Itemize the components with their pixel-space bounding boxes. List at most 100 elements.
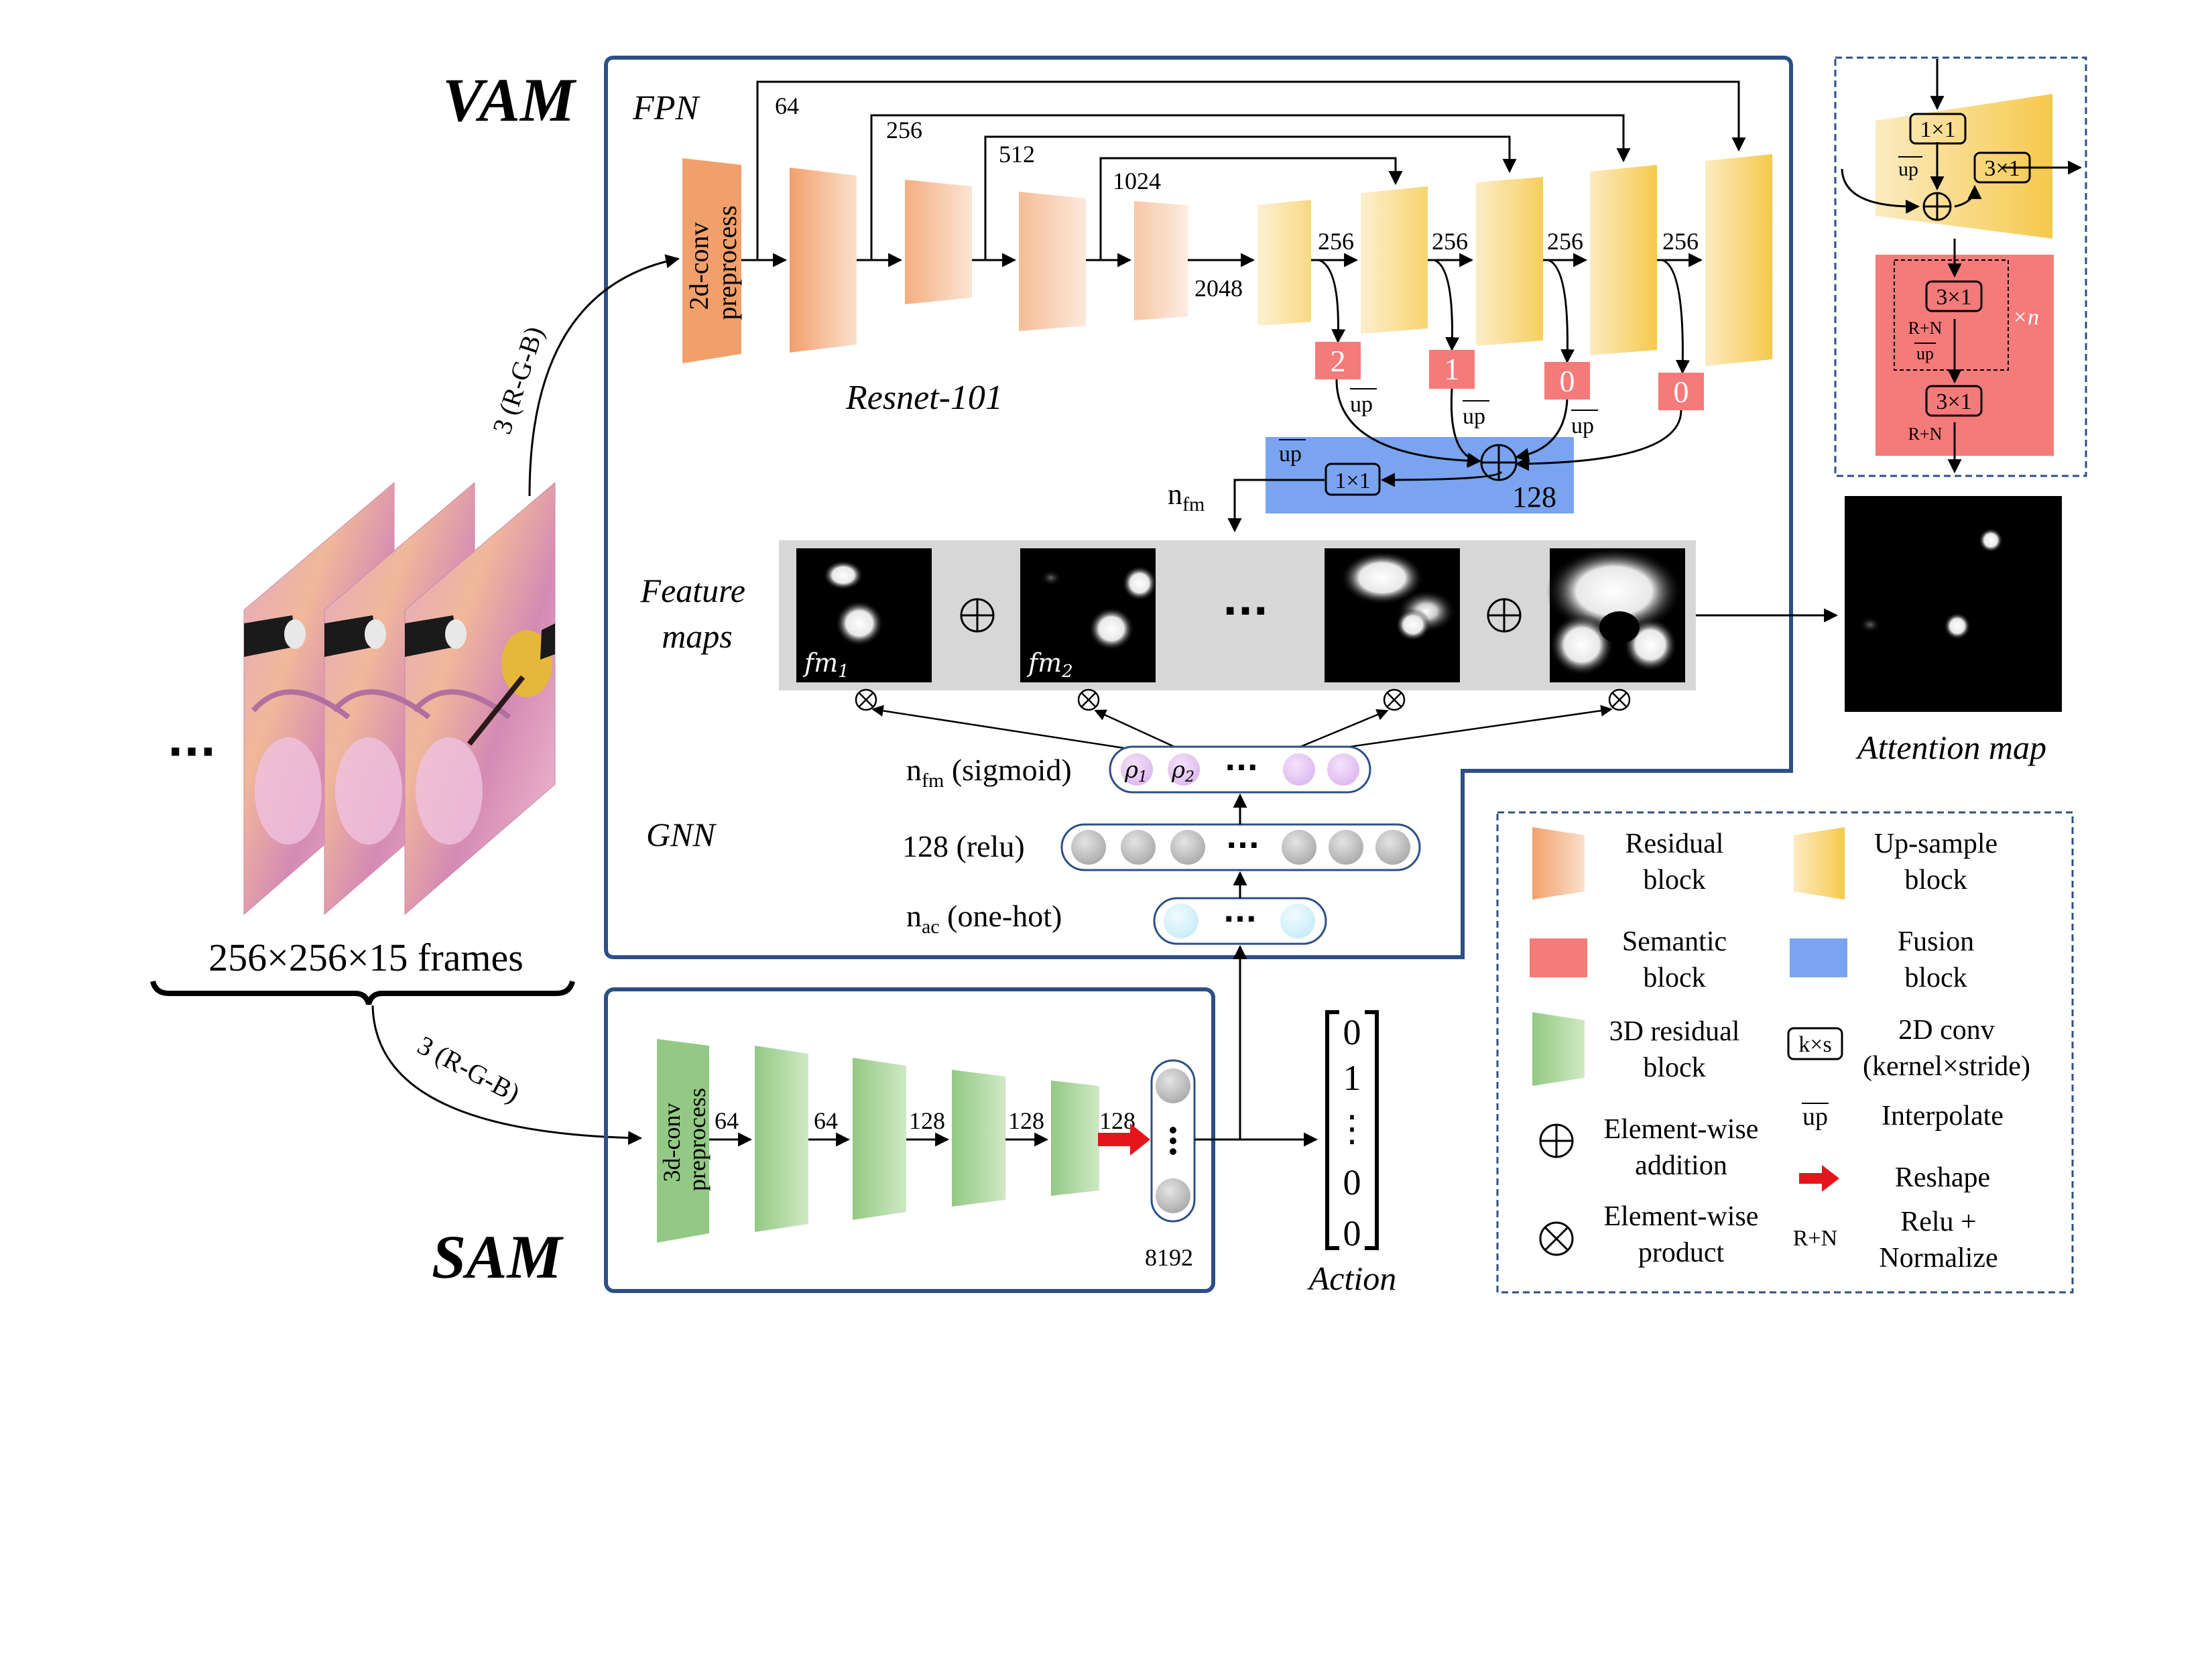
- legend-res3d-line2: block: [1643, 1052, 1705, 1083]
- legend-upsample-swatch: [1794, 827, 1845, 900]
- fm1-label: fm1: [802, 648, 849, 682]
- skip-label-1024: 1024: [1113, 168, 1161, 194]
- up-label-1: up: [1350, 392, 1373, 417]
- fusion-conv-label: 1×1: [1335, 469, 1370, 493]
- legend-residual-text: Residual block: [1625, 828, 1724, 896]
- gnn-top-main: n: [906, 753, 922, 787]
- detail-inset: [1834, 56, 2087, 477]
- semantic-block-4: [1658, 373, 1704, 410]
- action-bracket-right: [1365, 1010, 1379, 1250]
- legend-fusion-swatch: [1790, 938, 1847, 977]
- vam-preprocess-text: 2d-conv preprocess: [684, 205, 742, 320]
- fusion-conv-box: [1325, 463, 1381, 496]
- product-icon-3: [1383, 688, 1406, 711]
- gnn-bot-sub: ac: [922, 916, 940, 938]
- detail-conv4-box: [1925, 385, 1983, 417]
- input-frames: [243, 481, 556, 916]
- detail-repeat-box: [1894, 259, 2009, 371]
- upsample-block-2: [1361, 186, 1428, 334]
- feature-add-icon-1: [960, 598, 995, 633]
- detail-up: up: [1898, 158, 1918, 180]
- upsample-block-4: [1590, 165, 1657, 355]
- feature-maps-label: Feature maps: [640, 572, 754, 655]
- product-icon-1: [855, 688, 877, 711]
- legend-product-text: Element-wise product: [1604, 1201, 1759, 1268]
- rgb-label-top: 3 (R-G-B): [487, 322, 550, 437]
- legend-reshape-icon: [1799, 1165, 1839, 1192]
- fm1-main: fm: [802, 648, 838, 678]
- sam-preprocess-text: 3d-conv preprocess: [658, 1088, 711, 1191]
- rho-2-sub: 2: [1184, 769, 1194, 786]
- detail-conv2: 3×1: [1984, 156, 2020, 181]
- action-value-2: 1: [1343, 1058, 1361, 1098]
- gnn-layer-top-label: nfm (sigmoid): [906, 753, 1072, 792]
- legend-box: [1496, 811, 2074, 1294]
- up-channel-1: 256: [1318, 228, 1354, 255]
- legend-residual-line2: block: [1643, 865, 1705, 896]
- legend-res3d-swatch: [1532, 1012, 1585, 1086]
- gnn-top-ellipsis: ···: [1225, 751, 1258, 785]
- detail-times-n: ×n: [2012, 305, 2039, 330]
- action-value-3: ⋮: [1334, 1109, 1370, 1149]
- action-label: Action: [1307, 1259, 1397, 1297]
- fm2-main: fm: [1026, 648, 1062, 678]
- legend-conv-symbol: k×s: [1798, 1032, 1831, 1057]
- legend-rn-line2: Normalize: [1879, 1243, 1998, 1274]
- attention-map: [1845, 496, 2062, 712]
- sam-title: SAM: [432, 1223, 564, 1291]
- legend-rn-line1: Relu +: [1900, 1207, 1977, 1237]
- up-channel-4: 256: [1662, 228, 1699, 255]
- legend-add-text: Element-wise addition: [1604, 1114, 1759, 1181]
- residual-block-1: [790, 168, 857, 353]
- legend-interp-symbol: up: [1802, 1103, 1828, 1131]
- gnn-top-text: (sigmoid): [944, 753, 1071, 787]
- legend-residual-swatch: [1532, 827, 1585, 900]
- product-icon-2: [1077, 688, 1100, 711]
- fm2-label: fm2: [1026, 648, 1073, 682]
- frames-brace: [150, 980, 575, 1005]
- detail-conv3: 3×1: [1936, 285, 1971, 310]
- semantic-value-4: 0: [1674, 375, 1689, 409]
- gnn-layer-bottom-label: nac (one-hot): [906, 899, 1062, 938]
- detail-add-icon: [1922, 192, 1952, 221]
- sam-channel-3: 128: [909, 1107, 945, 1134]
- fm2-sub: 2: [1061, 662, 1073, 682]
- legend-conv-line1: 2D conv: [1898, 1015, 1994, 1046]
- legend-add-line2: addition: [1635, 1150, 1727, 1181]
- action-value-4: 0: [1343, 1162, 1361, 1203]
- sam-channel-2: 64: [814, 1107, 838, 1134]
- detail-rn1: R+N: [1908, 318, 1943, 338]
- res3d-block-2: [853, 1058, 906, 1220]
- res3d-block-3: [952, 1070, 1005, 1207]
- gnn-bot-ellipsis: ···: [1223, 902, 1257, 936]
- rho-1-main: ρ: [1124, 757, 1138, 784]
- vam-frame: [604, 56, 1793, 959]
- up-label-4: up: [1279, 442, 1302, 467]
- legend-semantic-line1: Semantic: [1622, 926, 1727, 957]
- upsample-block-3: [1476, 177, 1543, 346]
- sam-channel-1: 64: [715, 1107, 739, 1134]
- legend-rn-text: Relu + Normalize: [1879, 1207, 1998, 1274]
- legend-semantic-line2: block: [1643, 963, 1705, 993]
- skip-label-64: 64: [775, 93, 799, 119]
- gnn-bot-text: (one-hot): [940, 899, 1062, 933]
- detail-up2: up: [1916, 344, 1934, 363]
- sam-channel-5: 128: [1099, 1107, 1135, 1134]
- legend-fusion-text: Fusion block: [1898, 926, 1974, 993]
- up-channel-2: 256: [1432, 228, 1468, 255]
- rho-2: ρ2: [1171, 757, 1194, 786]
- semantic-block-2: [1429, 350, 1475, 389]
- upsample-block-5: [1705, 154, 1772, 366]
- legend-res3d-line1: 3D residual: [1609, 1016, 1740, 1047]
- action-value-1: 0: [1343, 1012, 1361, 1052]
- skip-label-512: 512: [999, 141, 1035, 168]
- detail-conv1-box: [1909, 113, 1967, 145]
- sam-channel-4: 128: [1008, 1107, 1044, 1134]
- frames-label: 256×256×15 frames: [208, 936, 524, 979]
- detail-conv1: 1×1: [1920, 117, 1955, 142]
- semantic-value-3: 0: [1560, 364, 1575, 398]
- semantic-value-1: 2: [1331, 344, 1346, 378]
- legend-fusion-line1: Fusion: [1898, 926, 1974, 957]
- up-label-2: up: [1463, 404, 1485, 429]
- gnn-bot-main: n: [906, 899, 922, 933]
